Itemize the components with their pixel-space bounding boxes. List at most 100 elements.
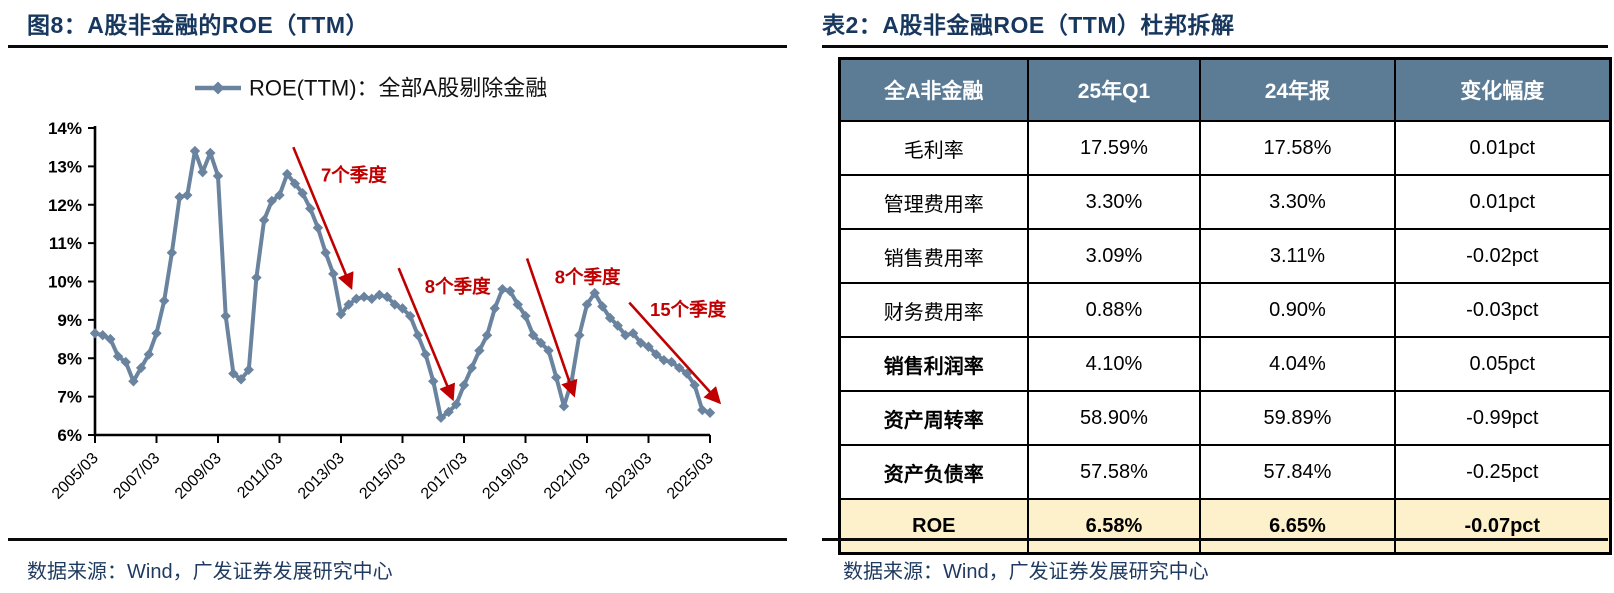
series-marker <box>351 293 362 304</box>
table-row: 财务费用率 0.88% 0.90% -0.03pct <box>838 282 1612 338</box>
series-marker <box>205 147 216 159</box>
series-marker <box>620 330 631 341</box>
cell-q1: 6.58% <box>1026 498 1202 555</box>
x-tick-label: 2007/03 <box>110 450 163 503</box>
annotation-label: 8个季度 <box>555 266 621 287</box>
series-marker <box>289 178 301 189</box>
y-tick-label: 9% <box>57 311 82 330</box>
y-tick-label: 10% <box>48 273 82 292</box>
series-marker <box>420 349 431 360</box>
series-marker <box>474 345 485 356</box>
series-marker <box>689 379 700 391</box>
series-marker <box>458 379 470 391</box>
series-marker <box>704 407 716 418</box>
x-tick-label: 2009/03 <box>172 450 225 503</box>
series-marker <box>481 330 493 341</box>
dupont-decomposition-table: 全A非金融 25年Q1 24年报 变化幅度 毛利率 17.59% 17.58% 0.01pc… <box>838 57 1612 555</box>
series-marker <box>158 295 170 306</box>
cell-annual: 59.89% <box>1199 390 1396 446</box>
table-row: 销售费用率 3.09% 3.11% -0.02pct <box>838 228 1612 284</box>
series-marker <box>89 328 101 339</box>
series-marker <box>527 330 539 341</box>
table-header-row: 全A非金融 25年Q1 24年报 变化幅度 <box>838 57 1612 122</box>
column-header-0: 全A非金融 <box>838 57 1029 122</box>
y-tick-label: 6% <box>57 426 82 445</box>
y-tick-label: 13% <box>48 157 82 176</box>
cell-annual: 4.04% <box>1199 336 1396 392</box>
cell-q1: 3.30% <box>1026 174 1202 230</box>
series-marker <box>674 362 685 374</box>
series-marker <box>581 299 593 310</box>
cell-q1: 3.09% <box>1026 228 1202 284</box>
cell-q1: 17.59% <box>1026 120 1202 176</box>
x-tick-label: 2025/03 <box>664 450 717 503</box>
x-tick-label: 2023/03 <box>602 450 655 503</box>
series-marker <box>343 299 354 310</box>
table-row: 销售利润率 4.10% 4.04% 0.05pct <box>838 336 1612 392</box>
x-tick-label: 2005/03 <box>49 450 102 503</box>
series-marker <box>251 272 262 283</box>
legend-label: ROE(TTM)：全部A股剔除金融 <box>249 76 547 101</box>
series-marker <box>551 372 562 383</box>
cell-annual: 6.65% <box>1199 498 1396 555</box>
series-marker <box>266 195 278 207</box>
x-tick-label: 2021/03 <box>541 450 594 503</box>
series-marker <box>589 287 600 299</box>
row-label: ROE <box>838 498 1029 555</box>
table-footer-rule <box>822 538 1608 541</box>
cell-change: -0.07pct <box>1393 498 1612 555</box>
series-marker <box>512 299 524 310</box>
x-tick-label: 2011/03 <box>234 450 286 502</box>
cell-q1: 4.10% <box>1026 336 1202 392</box>
series-marker <box>228 368 239 379</box>
series-marker <box>489 303 500 314</box>
cell-change: -0.02pct <box>1393 228 1612 284</box>
series-marker <box>97 330 108 341</box>
series-marker <box>397 303 408 314</box>
series-marker <box>435 412 447 423</box>
column-header-3: 变化幅度 <box>1393 57 1612 122</box>
annotation-label: 7个季度 <box>321 165 387 186</box>
series-marker <box>320 247 331 258</box>
series-marker <box>466 362 477 374</box>
series-marker <box>220 310 231 322</box>
series-marker <box>335 308 347 320</box>
cell-q1: 58.90% <box>1026 390 1202 446</box>
series-marker <box>451 399 462 410</box>
series-marker <box>574 330 585 341</box>
legend: ROE(TTM)：全部A股剔除金融 <box>195 76 547 101</box>
x-tick-label: 2013/03 <box>295 450 348 503</box>
cell-q1: 57.58% <box>1026 444 1202 500</box>
table-row: 资产负债率 57.58% 57.84% -0.25pct <box>838 444 1612 500</box>
series-marker <box>305 203 316 214</box>
series-marker <box>151 328 162 339</box>
chart-footer-rule <box>8 538 787 541</box>
cell-annual: 0.90% <box>1199 282 1396 338</box>
series-marker <box>643 341 654 352</box>
series-marker <box>558 401 570 412</box>
y-tick-label: 12% <box>48 196 82 215</box>
table-cutoff-source-text: 数据来源：Wind，广发证券发展研究中心 <box>843 588 1283 593</box>
series-marker <box>389 299 401 310</box>
annotation-arrow <box>397 267 455 402</box>
y-tick-label: 11% <box>49 234 82 253</box>
series-marker <box>627 328 639 339</box>
series-marker <box>404 310 416 322</box>
series-marker <box>604 312 616 324</box>
series-marker <box>635 337 647 349</box>
row-label: 资产负债率 <box>838 444 1029 500</box>
chart-source-text: 数据来源：Wind，广发证券发展研究中心 <box>27 561 393 583</box>
x-tick-label: 2015/03 <box>356 450 409 503</box>
annotation-arrow <box>628 301 722 405</box>
series-marker <box>281 168 293 180</box>
series-marker <box>166 247 178 258</box>
series-marker <box>381 291 393 303</box>
series-marker <box>504 285 516 297</box>
series-marker <box>297 188 308 199</box>
series-marker <box>197 166 208 178</box>
column-header-2: 24年报 <box>1199 57 1396 122</box>
cell-change: 0.05pct <box>1393 336 1612 392</box>
series-marker <box>520 310 531 322</box>
row-label: 管理费用率 <box>838 174 1029 230</box>
